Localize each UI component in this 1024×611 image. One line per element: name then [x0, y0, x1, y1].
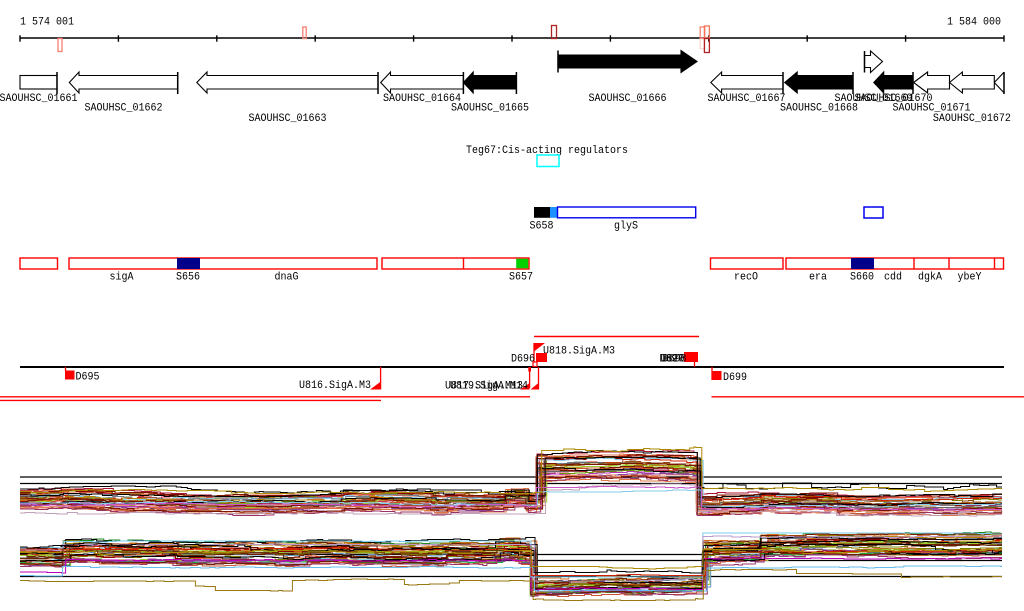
svg-text:S660: S660	[850, 272, 874, 284]
svg-text:U820: U820	[661, 354, 685, 366]
svg-text:SAOUHSC_01662: SAOUHSC_01662	[85, 103, 163, 115]
svg-text:SAOUHSC_01667: SAOUHSC_01667	[708, 93, 786, 105]
svg-text:S658: S658	[530, 221, 554, 233]
svg-text:D695: D695	[76, 372, 100, 384]
svg-text:glyS: glyS	[614, 221, 638, 233]
svg-text:ybeY: ybeY	[958, 272, 982, 284]
svg-text:SAOUHSC_01672: SAOUHSC_01672	[933, 113, 1011, 125]
svg-text:SAOUHSC_01666: SAOUHSC_01666	[589, 93, 667, 105]
svg-text:U819.SigA.M14: U819.SigA.M14	[450, 381, 528, 393]
svg-text:U818.SigA.M3: U818.SigA.M3	[543, 346, 615, 358]
svg-text:U816.SigA.M3: U816.SigA.M3	[299, 380, 371, 392]
svg-text:1 584 000: 1 584 000	[947, 17, 1001, 29]
svg-text:SAOUHSC_01661: SAOUHSC_01661	[0, 93, 78, 105]
svg-text:sigA: sigA	[110, 272, 134, 284]
svg-text:S656: S656	[176, 272, 200, 284]
svg-text:SAOUHSC_01669: SAOUHSC_01669	[835, 93, 913, 105]
svg-text:dgkA: dgkA	[918, 272, 942, 284]
svg-text:SAOUHSC_01665: SAOUHSC_01665	[451, 103, 529, 115]
svg-text:SAOUHSC_01663: SAOUHSC_01663	[249, 113, 327, 125]
svg-text:D698: D698	[663, 354, 687, 366]
svg-text:dnaG: dnaG	[275, 272, 299, 284]
svg-text:cdd: cdd	[884, 272, 902, 284]
svg-text:SAOUHSC_01671: SAOUHSC_01671	[893, 103, 971, 115]
svg-text:era: era	[809, 272, 827, 284]
svg-text:D696: D696	[511, 354, 535, 366]
svg-text:SAOUHSC_01670: SAOUHSC_01670	[855, 93, 933, 105]
svg-text:U817.SigA.M13: U817.SigA.M13	[445, 381, 523, 393]
svg-text:S657: S657	[509, 272, 533, 284]
svg-text:D697: D697	[660, 354, 684, 366]
svg-text:Teg67:Cis-acting regulators: Teg67:Cis-acting regulators	[466, 145, 628, 157]
svg-text:1 574 001: 1 574 001	[20, 17, 74, 29]
svg-text:SAOUHSC_01668: SAOUHSC_01668	[780, 103, 858, 115]
svg-text:D699: D699	[723, 372, 747, 384]
svg-text:recO: recO	[734, 272, 758, 284]
svg-text:SAOUHSC_01664: SAOUHSC_01664	[383, 93, 461, 105]
